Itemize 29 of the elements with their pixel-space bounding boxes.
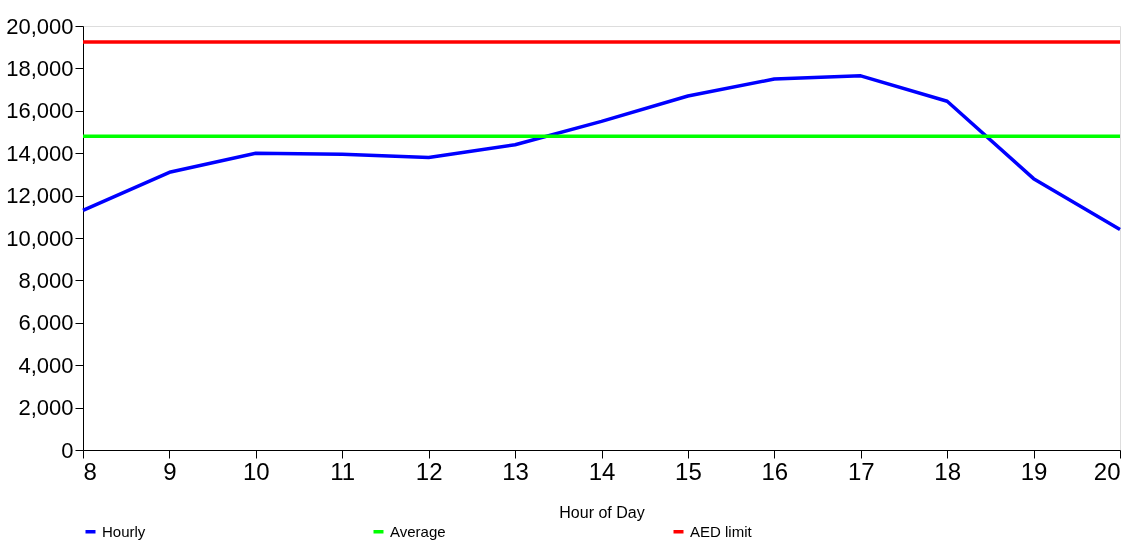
- y-tick-label: 10,000: [6, 225, 74, 251]
- y-tick-label: 0: [61, 437, 74, 463]
- x-tick-label: 16: [761, 457, 789, 485]
- x-tick-label: 20: [1093, 457, 1121, 485]
- legend-label: Average: [390, 522, 446, 540]
- y-tick-label: 16,000: [6, 98, 74, 124]
- x-tick-label: 11: [330, 457, 356, 485]
- y-tick-label: 20,000: [6, 13, 74, 39]
- y-tick-label: 2,000: [18, 395, 74, 421]
- y-tick-label: 14,000: [6, 140, 74, 166]
- legend-label: AED limit: [690, 522, 753, 540]
- x-tick-label: 19: [1020, 457, 1048, 485]
- x-tick-label: 15: [675, 457, 702, 485]
- y-tick-label: 6,000: [18, 310, 74, 336]
- x-tick-label: 14: [588, 457, 616, 485]
- x-axis-title: Hour of Day: [559, 503, 645, 521]
- y-tick-label: 18,000: [6, 55, 74, 81]
- line-series: [81, 74, 1122, 232]
- legend-label: Hourly: [102, 522, 146, 540]
- x-tick-label: 17: [847, 457, 875, 485]
- y-tick-label: 4,000: [18, 352, 74, 378]
- x-tick-label: 13: [502, 457, 529, 485]
- y-tick-label: 8,000: [18, 267, 74, 293]
- x-tick-label: 12: [415, 457, 443, 485]
- y-tick-label: 12,000: [6, 183, 74, 209]
- x-tick-label: 18: [934, 457, 962, 485]
- x-tick-label: 10: [242, 457, 270, 485]
- x-tick-label: 9: [163, 457, 177, 485]
- x-tick-label: 8: [83, 457, 97, 485]
